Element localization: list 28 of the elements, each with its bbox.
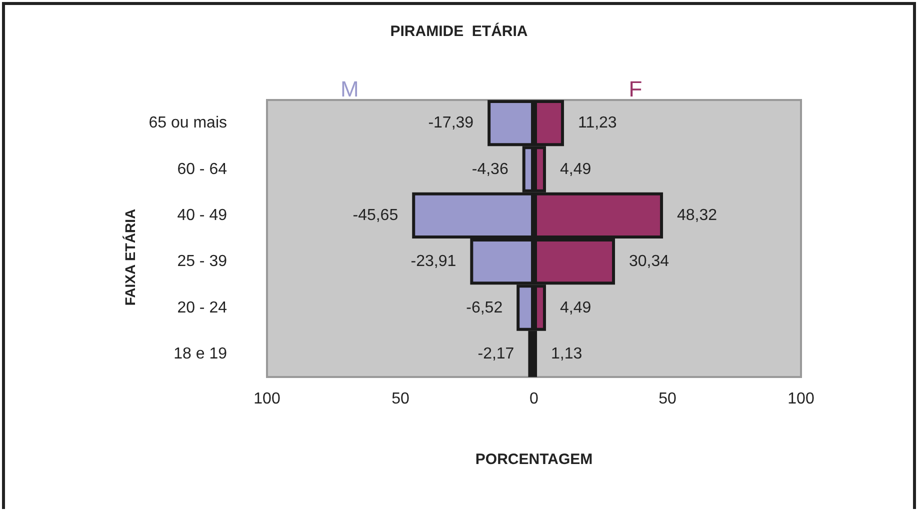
x-tick-label: 0 <box>530 390 539 408</box>
data-label: 4,49 <box>560 160 592 178</box>
chart-title: PIRAMIDE ETÁRIA <box>390 22 528 40</box>
y-tick-label: 65 ou mais <box>148 114 227 132</box>
data-label: -4,36 <box>472 160 508 178</box>
x-tick-label: 50 <box>658 390 676 408</box>
text: F <box>628 76 642 102</box>
y-tick-label: 25 - 39 <box>177 253 228 270</box>
data-label: -45,65 <box>352 206 398 224</box>
y-tick-label: 60 - 64 <box>177 160 228 178</box>
x-tick-label: 100 <box>788 390 814 408</box>
data-label: -2,17 <box>478 345 514 362</box>
y-tick-label: 40 - 49 <box>177 206 228 224</box>
data-label: -6,52 <box>466 299 503 316</box>
y-tick-label: 18 e 19 <box>174 345 228 362</box>
y-tick-label: 20 - 24 <box>177 299 228 316</box>
data-label: 1,13 <box>551 345 582 362</box>
y-axis-title: FAIXA ETÁRIA <box>122 208 138 306</box>
data-label: 4,49 <box>560 299 592 316</box>
data-label: 30,34 <box>629 253 670 270</box>
data-label: -17,39 <box>428 114 474 132</box>
text: M <box>340 76 359 102</box>
data-label: 48,32 <box>677 206 718 224</box>
data-label: 11,23 <box>578 114 617 132</box>
x-axis-title: PORCENTAGEM <box>475 451 593 468</box>
x-tick-label: 50 <box>392 390 410 408</box>
x-tick-label: 100 <box>254 390 280 408</box>
data-label: -23,91 <box>410 253 456 270</box>
